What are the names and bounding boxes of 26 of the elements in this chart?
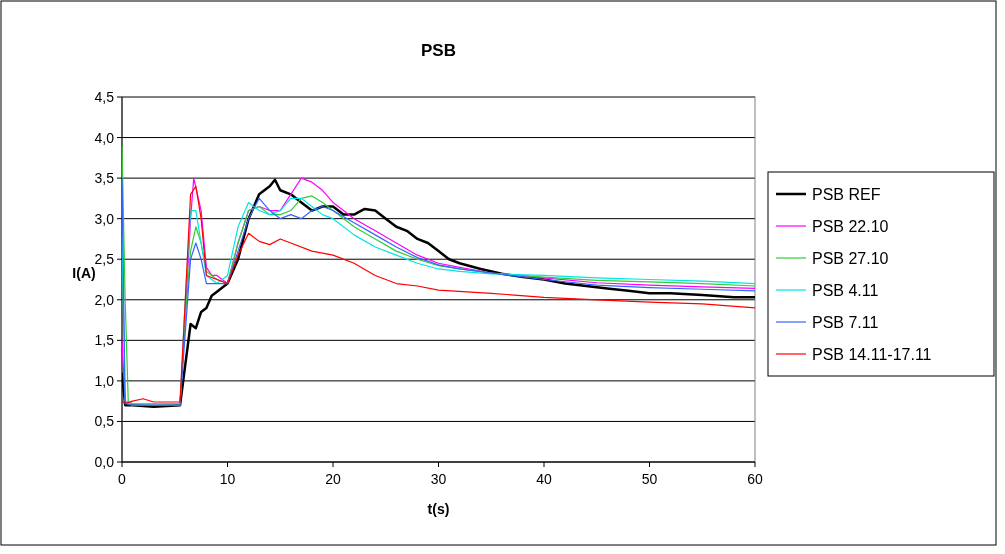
chart-title: PSB [421, 41, 456, 60]
y-tick-label: 4,5 [94, 89, 115, 105]
y-tick-label: 3,0 [94, 210, 115, 227]
x-tick-label: 50 [641, 471, 658, 487]
legend-label: PSB REF [812, 186, 881, 203]
legend-label: PSB 27.10 [812, 250, 889, 267]
x-tick-label: 20 [325, 471, 341, 487]
x-tick-label: 60 [747, 471, 763, 487]
y-tick-label: 0,5 [94, 413, 115, 430]
x-tick-label: 30 [430, 471, 447, 487]
y-axis-title: I(A) [72, 264, 96, 281]
x-tick-label: 40 [536, 471, 552, 487]
legend-label: PSB 14.11-17.11 [812, 346, 932, 363]
x-tick-label: 0 [118, 471, 127, 487]
legend-label: PSB 4.11 [812, 282, 879, 299]
x-tick-label: 10 [219, 471, 236, 487]
legend-label: PSB 7.11 [812, 314, 879, 331]
legend-label: PSB 22.10 [812, 218, 889, 235]
y-tick-label: 1,5 [94, 332, 115, 349]
y-tick-label: 2,5 [94, 251, 115, 268]
y-tick-label: 1,0 [94, 372, 115, 389]
y-tick-label: 2,0 [94, 291, 115, 308]
y-tick-label: 4,0 [94, 129, 115, 146]
y-tick-label: 0,0 [94, 454, 115, 470]
y-tick-label: 3,5 [94, 170, 115, 187]
x-axis-title: t(s) [427, 501, 450, 517]
